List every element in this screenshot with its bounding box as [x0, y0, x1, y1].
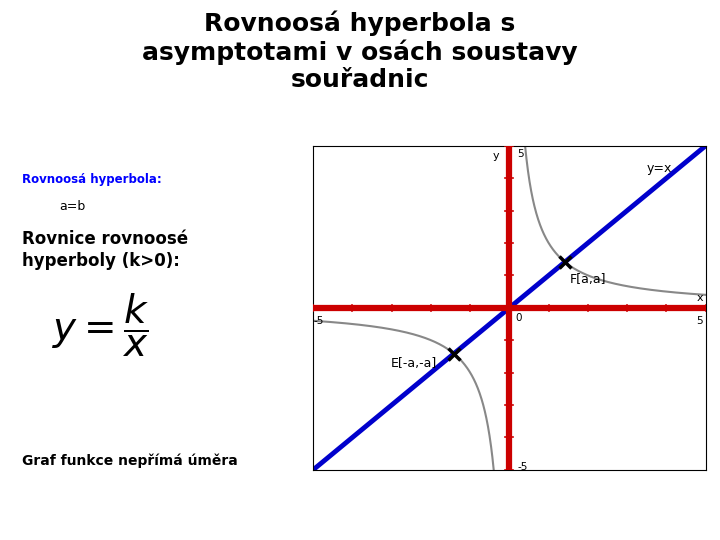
Text: -5: -5 — [314, 316, 324, 326]
Text: x: x — [696, 293, 703, 303]
Text: y: y — [493, 151, 500, 161]
Text: Rovnoosá hyperbola s
asymptotami v osách soustavy
souřadnic: Rovnoosá hyperbola s asymptotami v osách… — [142, 11, 578, 92]
Text: F[a,a]: F[a,a] — [570, 273, 606, 286]
Text: $\mathit{y} = \dfrac{\mathit{k}}{\mathit{x}}$: $\mathit{y} = \dfrac{\mathit{k}}{\mathit… — [52, 292, 150, 359]
Text: Graf funkce nepřímá úměra: Graf funkce nepřímá úměra — [22, 454, 238, 468]
Text: 0: 0 — [516, 313, 522, 323]
Text: y=x: y=x — [647, 162, 672, 175]
Text: E[-a,-a]: E[-a,-a] — [391, 357, 437, 370]
Text: 5: 5 — [696, 316, 703, 326]
Text: 5: 5 — [517, 149, 524, 159]
Text: Rovnice rovnoosé
hyperboly (k>0):: Rovnice rovnoosé hyperboly (k>0): — [22, 230, 188, 269]
Text: Rovnoosá hyperbola:: Rovnoosá hyperbola: — [22, 173, 161, 186]
Text: a=b: a=b — [59, 200, 85, 213]
Text: -5: -5 — [517, 462, 528, 472]
